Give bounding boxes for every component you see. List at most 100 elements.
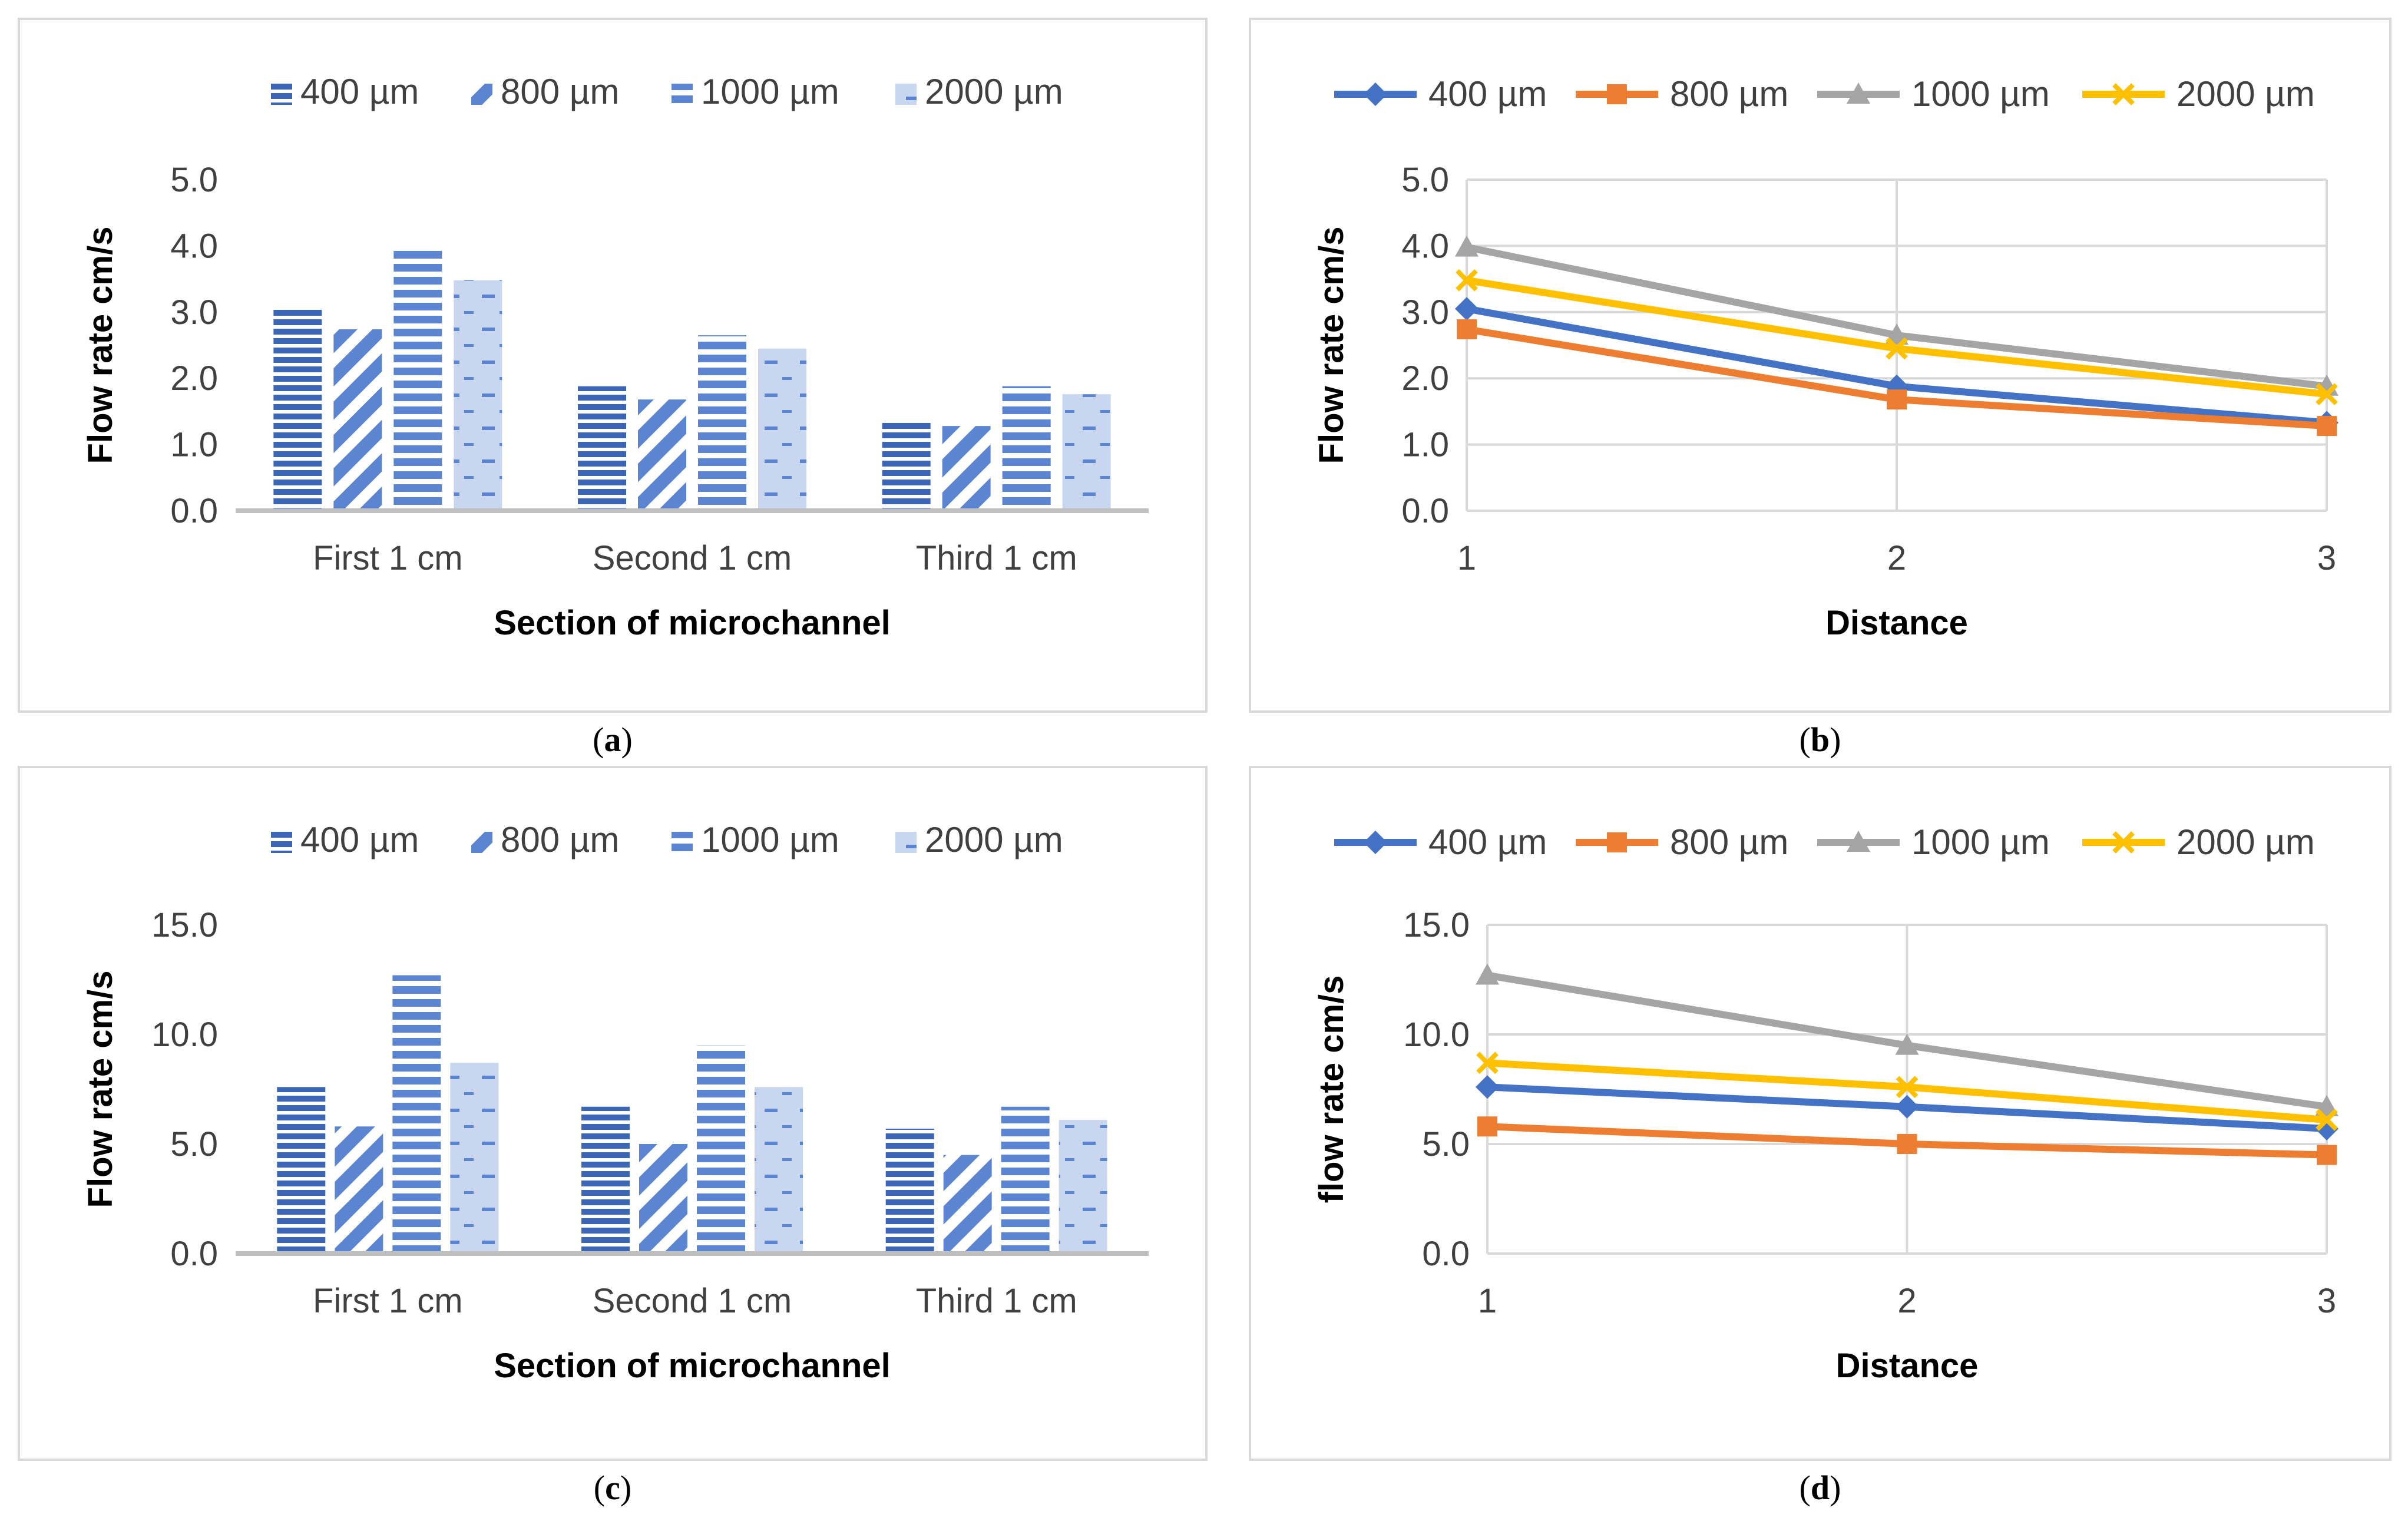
legend-item-1000-m: 1000 µm [672, 72, 839, 111]
bar-400-m-second-1-cm [581, 1106, 630, 1254]
y-tick-label: 5.0 [170, 161, 218, 199]
legend: 400 µm 800 µm 1000 µm 2000 µm [1334, 822, 2315, 862]
bar-400-m-first-1-cm [273, 309, 322, 511]
marker-triangle [1847, 82, 1870, 104]
series-2000-m [1476, 1052, 2338, 1131]
legend-label: 2000 µm [2177, 74, 2315, 114]
marker-diamond [1895, 1095, 1919, 1119]
marker-triangle [1895, 1033, 1919, 1055]
bar-2000-m-third-1-cm [1062, 394, 1111, 511]
line-chart-d: 400 µm 800 µm 1000 µm 2000 µm 0.0 5.0 10.0 15.0… [1249, 766, 2392, 1461]
series-2000-m [1456, 269, 2338, 406]
y-tick-label: 1.0 [170, 426, 218, 464]
x-tick-label: 2 [1887, 539, 1906, 577]
legend-swatch [672, 832, 693, 853]
legend-item-2000-m: 2000 µm [895, 72, 1063, 111]
bar-2000-m-third-1-cm [1059, 1120, 1107, 1254]
x-tick-label: Second 1 cm [593, 539, 792, 577]
point-2000-m-x2 [1896, 1076, 1919, 1099]
point-2000-m-x3 [2316, 383, 2338, 406]
y-axis-title: Flow rate cm/s [81, 227, 120, 464]
y-tick-label: 2.0 [170, 359, 218, 398]
x-tick-label: 1 [1457, 539, 1476, 577]
bar-2000-m-first-1-cm [450, 1063, 499, 1254]
chart-frame [18, 18, 1208, 713]
marker-triangle [1476, 963, 1499, 985]
bar-1000-m-third-1-cm [1002, 386, 1051, 511]
y-tick-label: 3.0 [170, 293, 218, 332]
bar-400-m-first-1-cm [277, 1087, 326, 1254]
legend-item-2000-m: 2000 µm [2082, 822, 2315, 862]
legend-label: 2000 µm [2177, 822, 2315, 862]
caption-b: (b) [1799, 720, 1841, 759]
point-400-m-x3 [2315, 1116, 2338, 1140]
legend-label: 2000 µm [925, 820, 1063, 859]
y-tick-label: 5.0 [170, 1125, 218, 1163]
point-2000-m-x1 [1456, 269, 1478, 292]
legend-item-2000-m: 2000 µm [2082, 74, 2315, 114]
chart-frame [1249, 18, 2392, 713]
x-axis-title: Distance [1836, 1347, 1979, 1385]
legend-swatch [895, 832, 917, 853]
legend: 400 µm 800 µm 1000 µm 2000 µm [1334, 74, 2315, 114]
point-800-m-x1 [1477, 1116, 1497, 1137]
marker-x [2316, 1109, 2338, 1131]
legend-item-800-m: 800 µm [1576, 74, 1788, 114]
marker-triangle [1455, 235, 1478, 257]
marker-square [1897, 1134, 1917, 1154]
series-800-m [1477, 1116, 2337, 1165]
legend-swatch [471, 832, 492, 853]
y-axis-title: flow rate cm/s [1312, 976, 1351, 1203]
y-tick-label: 2.0 [1401, 359, 1449, 398]
x-axis-title: Distance [1825, 604, 1968, 642]
legend-item-400-m: 400 µm [1334, 822, 1547, 862]
bar-1000-m-second-1-cm [698, 335, 746, 511]
legend-swatch [471, 84, 492, 105]
legend-label: 800 µm [1670, 74, 1788, 114]
legend-label: 1000 µm [701, 820, 839, 859]
point-2000-m-x3 [2316, 1109, 2338, 1131]
bar-2000-m-first-1-cm [454, 280, 502, 511]
marker-square [1887, 389, 1907, 410]
legend-label: 400 µm [1428, 822, 1547, 862]
legend-label: 400 µm [300, 72, 419, 111]
caption-a: (a) [593, 720, 633, 759]
point-400-m-x1 [1455, 297, 1478, 321]
marker-square [1477, 1116, 1497, 1137]
chart-panel-a: 400 µm 800 µm 1000 µm 2000 µm 0.0 1.0 2.0 3.0 4.… [18, 18, 1208, 713]
legend-item-800-m: 800 µm [1576, 822, 1788, 862]
legend-label: 400 µm [1428, 74, 1547, 114]
y-tick-label: 15.0 [151, 906, 218, 944]
series-400-m [1476, 1075, 2338, 1140]
legend-label: 1000 µm [1911, 74, 2050, 114]
x-tick-label: 3 [2317, 1282, 2336, 1320]
y-axis-title: Flow rate cm/s [81, 971, 120, 1208]
legend-item-400-m: 400 µm [271, 820, 419, 859]
legend-swatch [271, 832, 292, 853]
marker-diamond [1455, 297, 1478, 321]
legend-label: 400 µm [300, 820, 419, 859]
marker-diamond [1476, 1075, 1499, 1099]
legend-item-2000-m: 2000 µm [895, 820, 1063, 859]
legend-label: 800 µm [1670, 822, 1788, 862]
x-tick-label: Third 1 cm [916, 1282, 1077, 1320]
x-tick-label: First 1 cm [313, 1282, 463, 1320]
point-400-m-x1 [1476, 1075, 1499, 1099]
bar-1000-m-first-1-cm [393, 247, 442, 511]
bar-800-m-third-1-cm [943, 1155, 992, 1254]
y-tick-label: 0.0 [170, 492, 218, 530]
bar-chart-a: 400 µm 800 µm 1000 µm 2000 µm 0.0 1.0 2.0 3.0 4.… [18, 18, 1208, 713]
y-tick-label: 0.0 [1401, 492, 1449, 530]
marker-diamond [1364, 82, 1387, 106]
caption-d: (d) [1799, 1469, 1841, 1507]
legend-item-1000-m: 1000 µm [672, 820, 839, 859]
marker-x [2112, 83, 2135, 105]
point-800-m-x3 [2317, 416, 2337, 437]
marker-x [2316, 383, 2338, 406]
bar-1000-m-third-1-cm [1001, 1106, 1050, 1254]
y-tick-label: 10.0 [1403, 1016, 1470, 1054]
y-tick-label: 10.0 [151, 1016, 218, 1054]
legend-item-800-m: 800 µm [471, 820, 619, 859]
x-tick-label: First 1 cm [313, 539, 463, 577]
marker-square [1607, 832, 1627, 852]
